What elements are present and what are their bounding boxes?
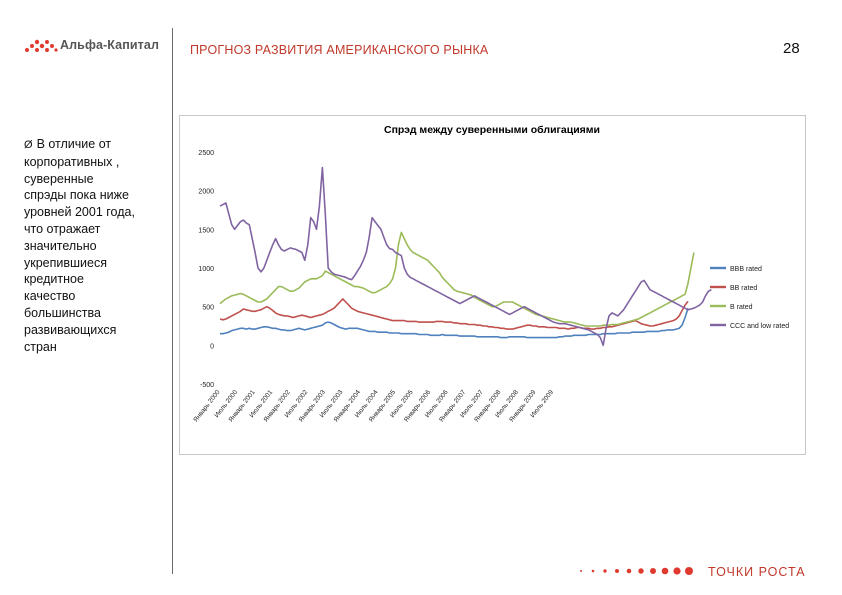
legend-label: CCC and low rated: [730, 323, 789, 330]
page-title: ПРОГНОЗ РАЗВИТИЯ АМЕРИКАНСКОГО РЫНКА: [190, 43, 489, 57]
bullet-line: суверенные: [24, 171, 94, 186]
bullet-line: укрепившиеся: [24, 255, 107, 270]
series-line: [219, 298, 689, 330]
spread-line-chart: Спрэд между суверенными облигациями -500…: [192, 124, 789, 424]
bullet-line: кредитное: [24, 272, 84, 287]
y-tick-label: 0: [210, 343, 214, 350]
chart-title: Спрэд между суверенными облигациями: [384, 124, 600, 136]
bullet-line: что отражает: [24, 221, 101, 236]
y-tick-label: 500: [202, 305, 214, 312]
bullet-line: В отличие от: [36, 137, 112, 151]
series-line: [219, 166, 712, 347]
brand-logo-icon: [25, 39, 58, 52]
footer-tagline: ТОЧКИ РОСТА: [708, 565, 806, 579]
bullet-line: уровней 2001 года,: [24, 205, 135, 220]
legend-label: BB rated: [730, 285, 757, 292]
y-tick-label: -500: [200, 382, 214, 389]
y-tick-label: 2500: [198, 150, 214, 157]
bullet-line: большинства: [24, 305, 101, 320]
divider-line: [172, 28, 173, 574]
legend-label: BBB rated: [730, 266, 762, 273]
chart-container: Спрэд между суверенными облигациями -500…: [179, 115, 806, 455]
bullet-line: качество: [24, 289, 76, 304]
bullet-marker-icon: Ø: [24, 139, 33, 151]
series-line: [219, 231, 695, 327]
y-tick-label: 1500: [198, 227, 214, 234]
bullet-line: спрэды пока ниже: [24, 188, 129, 203]
page-number: 28: [783, 40, 800, 57]
y-tick-label: 2000: [198, 189, 214, 196]
series-line: [220, 307, 689, 339]
bullet-line: корпоративных ,: [24, 154, 120, 169]
legend-label: B rated: [730, 304, 753, 311]
y-tick-label: 1000: [198, 266, 214, 273]
brand-name: Альфа-Капитал: [60, 38, 159, 52]
bullet-line: стран: [24, 339, 57, 354]
bullet-line: развивающихся: [24, 322, 117, 337]
footer-dots-icon: [580, 567, 693, 575]
bullet-line: значительно: [24, 238, 97, 253]
